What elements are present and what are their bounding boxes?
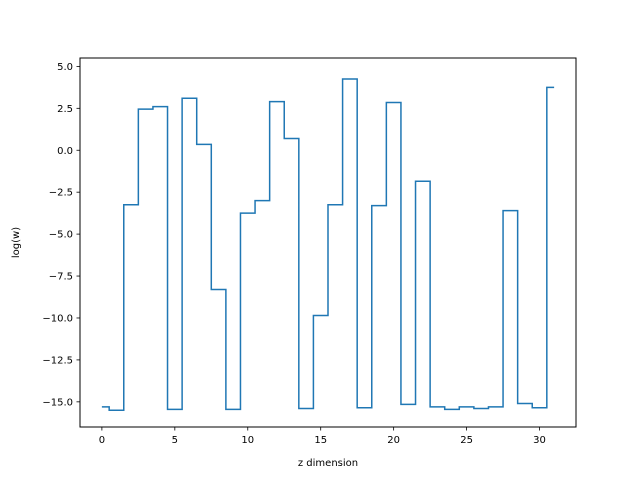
- x-tick-label: 15: [314, 435, 327, 446]
- y-axis: 5.0 2.5 0.0 −2.5 −5.0 −7.5 −10.0 −12.5 −15.0: [42, 62, 80, 408]
- plot-frame: [79, 57, 577, 428]
- y-tick-label: −5.0: [49, 230, 73, 241]
- y-tick-label: −15.0: [42, 397, 73, 408]
- x-tick-label: 20: [387, 435, 400, 446]
- y-tick-label: −12.5: [42, 355, 73, 366]
- x-axis-label: z dimension: [298, 458, 358, 469]
- y-tick-label: −7.5: [49, 272, 73, 283]
- y-axis-label: log(w): [11, 227, 22, 258]
- y-tick-label: −10.0: [42, 313, 73, 324]
- x-tick-label: 10: [241, 435, 254, 446]
- y-tick-label: −2.5: [49, 188, 73, 199]
- y-tick-label: 0.0: [57, 146, 73, 157]
- series-layer: [101, 78, 555, 411]
- y-tick-label: 2.5: [57, 104, 73, 115]
- x-axis: 0 5 10 15 20 25 30: [99, 427, 546, 446]
- x-tick-label: 30: [533, 435, 546, 446]
- x-tick-label: 0: [99, 435, 105, 446]
- x-tick-label: 25: [460, 435, 473, 446]
- y-tick-label: 5.0: [57, 62, 73, 73]
- x-tick-label: 5: [172, 435, 178, 446]
- series-line-0: [101, 78, 555, 411]
